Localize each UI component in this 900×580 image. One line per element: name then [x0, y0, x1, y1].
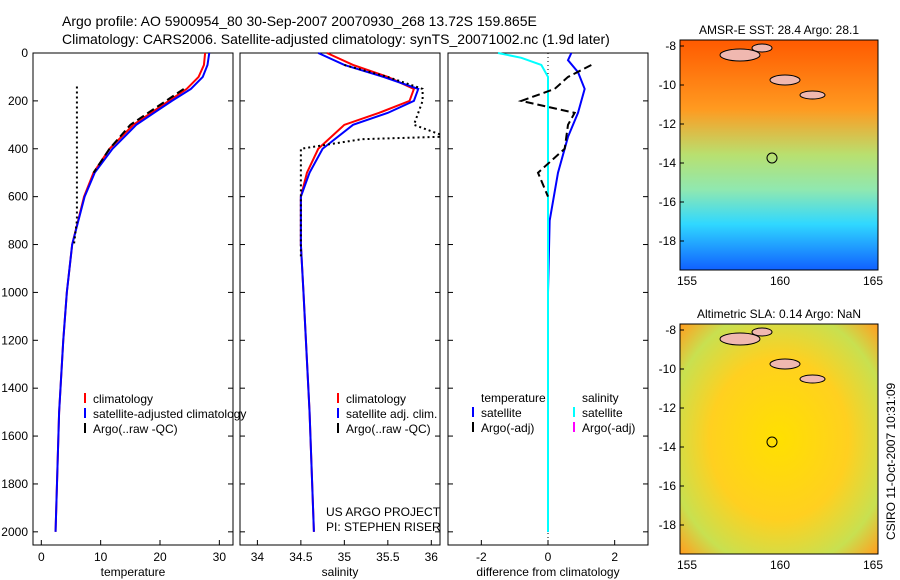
x-axis-label: temperature — [101, 565, 166, 579]
plot-frame — [32, 52, 234, 546]
y-tick-label: -18 — [659, 518, 677, 532]
legend-label: Argo(..raw -QC) — [346, 422, 431, 436]
x-tick-label: 0 — [38, 550, 45, 564]
y-tick-label: 0 — [21, 46, 28, 60]
title-line1: Argo profile: AO 5900954_80 30-Sep-2007 … — [62, 13, 537, 29]
y-tick-label: 400 — [8, 142, 28, 156]
series-line-1 — [54, 52, 211, 532]
island-outline — [719, 48, 761, 62]
sla-map: Altimetric SLA: 0.14 Argo: NaN 155 160 165 -… — [659, 307, 884, 572]
legend-label: satellite adj. clim. — [346, 407, 437, 421]
y-tick-label: -10 — [659, 362, 677, 376]
x-tick-label: 20 — [153, 550, 167, 564]
argo-location-marker — [766, 436, 778, 448]
y-tick-label: -10 — [659, 78, 677, 92]
legend-label: Argo(-adj) — [481, 421, 534, 435]
x-tick-label: 10 — [94, 550, 108, 564]
map-title: AMSR-E SST: 28.4 Argo: 28.1 — [699, 23, 859, 37]
y-tick-label: -12 — [659, 401, 677, 415]
x-axis-label: difference from climatology — [476, 565, 619, 579]
island-outline — [719, 332, 761, 346]
legend-label: Argo(-adj) — [582, 421, 635, 435]
x-tick-label: 35.5 — [376, 550, 400, 564]
legend-label: Argo(..raw -QC) — [93, 422, 178, 436]
y-tick-label: 600 — [8, 190, 28, 204]
argo-location-marker — [766, 152, 778, 164]
y-tick-label: 200 — [8, 94, 28, 108]
x-tick-label: 155 — [677, 274, 697, 288]
salinity-panel: 34 34.5 35 35.5 36 salinity climatologysatelli… — [239, 52, 441, 579]
legend-label: climatology — [346, 392, 406, 406]
x-tick-label: 0 — [545, 550, 552, 564]
island-outline — [799, 90, 826, 100]
x-tick-label: 155 — [677, 558, 697, 572]
x-tick-label: 30 — [213, 550, 227, 564]
series-line-2 — [92, 88, 185, 174]
x-tick-label: 35 — [338, 550, 352, 564]
series-line-1 — [299, 52, 420, 532]
temperature-panel: 0 10 20 30 0 200 400 600 800 1000 1200 1400 1600 1800… — [1, 46, 246, 579]
series-line-0 — [547, 52, 586, 532]
legend-title: temperature — [481, 391, 546, 405]
y-tick-label: -8 — [665, 323, 676, 337]
x-tick-label: 165 — [863, 558, 883, 572]
y-tick-label: 1000 — [1, 285, 28, 299]
x-tick-label: 36 — [425, 550, 439, 564]
x-axis-label: salinity — [322, 565, 359, 579]
y-tick-label: 2000 — [1, 525, 28, 539]
legend-label: satellite — [481, 406, 522, 420]
x-tick-label: 2 — [611, 550, 618, 564]
x-tick-label: 34 — [251, 550, 265, 564]
legend-title: salinity — [582, 391, 619, 405]
y-tick-label: 1200 — [1, 333, 28, 347]
y-tick-label: -8 — [665, 39, 676, 53]
legend-label: satellite — [582, 406, 623, 420]
x-tick-label: 160 — [770, 274, 790, 288]
series-line-1 — [497, 52, 549, 532]
legend-label: satellite-adjusted climatology — [93, 407, 246, 421]
x-tick-label: 160 — [770, 558, 790, 572]
y-tick-label: 1400 — [1, 381, 28, 395]
map-field — [679, 39, 879, 271]
series-line-3 — [72, 86, 78, 245]
x-tick-label: 165 — [863, 274, 883, 288]
side-label: CSIRO 11-Oct-2007 10:31:09 — [884, 382, 898, 540]
sst-map: AMSR-E SST: 28.4 Argo: 28.1 155 160 165 -8 -1… — [659, 23, 884, 288]
y-tick-label: -16 — [659, 195, 677, 209]
map-title: Altimetric SLA: 0.14 Argo: NaN — [697, 307, 861, 321]
x-tick-label: -2 — [476, 550, 487, 564]
island-outline — [751, 43, 773, 53]
island-outline — [751, 327, 773, 337]
island-outline — [799, 374, 826, 384]
y-tick-label: -12 — [659, 117, 677, 131]
y-tick-label: -16 — [659, 479, 677, 493]
island-outline — [769, 74, 801, 86]
y-tick-label: -14 — [659, 440, 677, 454]
y-tick-label: 1800 — [1, 477, 28, 491]
series-line-2 — [299, 64, 441, 257]
map-field — [679, 323, 879, 555]
y-tick-label: 1600 — [1, 429, 28, 443]
x-tick-label: 34.5 — [289, 550, 313, 564]
plot-frame — [239, 52, 441, 546]
y-tick-label: -18 — [659, 234, 677, 248]
series-line-0 — [299, 52, 416, 532]
annotation: PI: STEPHEN RISER — [326, 520, 441, 534]
y-tick-label: -14 — [659, 156, 677, 170]
island-outline — [769, 358, 801, 370]
y-tick-label: 800 — [8, 238, 28, 252]
title-line2: Climatology: CARS2006. Satellite-adjuste… — [62, 31, 610, 47]
annotation: US ARGO PROJECT — [326, 505, 441, 519]
series-line-2 — [517, 64, 592, 198]
legend-label: climatology — [93, 392, 153, 406]
